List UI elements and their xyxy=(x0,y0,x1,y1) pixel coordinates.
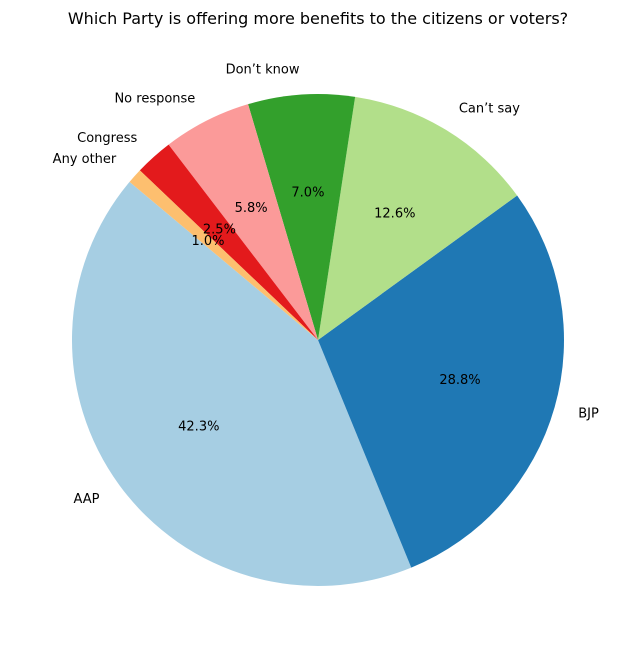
pie-label-bjp: BJP xyxy=(578,407,599,422)
pie-slice-any-other xyxy=(129,170,318,340)
pie-slices xyxy=(71,93,565,586)
pie-pct-label-bjp: 28.8% xyxy=(439,373,480,388)
pie-label-aap: AAP xyxy=(73,492,99,507)
pie-label-any-other: Any other xyxy=(53,152,117,167)
pie-labels: 42.3% AAP 28.8% BJP 12.6% Can’t say 7.0% Don’t … xyxy=(53,63,599,508)
pie-slice-bjp xyxy=(318,195,565,568)
pie-slice-don-t-know xyxy=(248,93,356,341)
pie-slice-no-response xyxy=(168,104,318,341)
pie-label-congress: Congress xyxy=(77,131,137,146)
pie-pct-label-no-response: 5.8% xyxy=(235,201,268,216)
pie-slice-congress xyxy=(139,144,318,340)
pie-label-no-response: No response xyxy=(114,91,195,106)
pie-pct-label-can-t-say: 12.6% xyxy=(374,206,415,221)
pie-pct-label-congress: 2.5% xyxy=(203,223,236,238)
pie-label-don-t-know: Don’t know xyxy=(226,63,300,78)
pie-slice-aap xyxy=(71,181,412,586)
chart-title: Which Party is offering more benefits to… xyxy=(68,9,568,28)
pie-pct-label-any-other: 1.0% xyxy=(191,234,224,249)
pie-label-can-t-say: Can’t say xyxy=(459,101,520,116)
pie-pct-label-don-t-know: 7.0% xyxy=(291,185,324,200)
pie-pct-label-aap: 42.3% xyxy=(178,420,219,435)
pie-slice-can-t-say xyxy=(318,96,518,340)
